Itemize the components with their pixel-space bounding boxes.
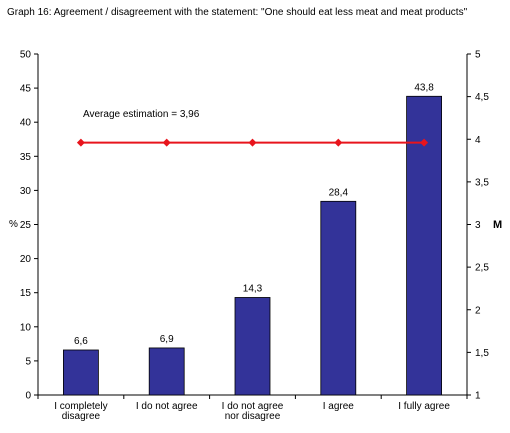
y-tick-label: 45 bbox=[20, 84, 32, 95]
x-tick-label: I completely bbox=[54, 401, 107, 412]
y2-tick-label: 4 bbox=[475, 135, 481, 146]
x-tick-label: I do not agree bbox=[136, 401, 198, 412]
y2-tick-label: 3,5 bbox=[475, 177, 489, 188]
y2-tick-label: 2 bbox=[475, 305, 481, 316]
y-tick-label: 5 bbox=[25, 356, 31, 367]
y-axis-label: % bbox=[9, 219, 18, 230]
bar bbox=[63, 349, 99, 396]
y2-axis-label: M bbox=[493, 219, 502, 231]
y2-tick-label: 2,5 bbox=[475, 263, 489, 274]
bar-data-label: 6,6 bbox=[74, 336, 88, 347]
y2-tick-label: 5 bbox=[475, 50, 481, 61]
y2-tick-label: 1,5 bbox=[475, 348, 489, 359]
x-tick-label: I do not agree bbox=[222, 401, 284, 412]
y-tick-label: 0 bbox=[25, 391, 31, 402]
y-tick-label: 40 bbox=[20, 118, 32, 129]
y-tick-label: 15 bbox=[20, 288, 32, 299]
y2-tick-label: 4,5 bbox=[475, 92, 489, 103]
x-tick-label: I agree bbox=[323, 401, 355, 412]
average-label: Average estimation = 3,96 bbox=[83, 109, 200, 120]
chart-title: Graph 16: Agreement / disagreement with … bbox=[7, 7, 468, 18]
x-tick-label: I fully agree bbox=[398, 401, 450, 412]
y-tick-label: 25 bbox=[20, 220, 32, 231]
bar-data-label: 28,4 bbox=[329, 187, 349, 198]
y-tick-label: 20 bbox=[20, 254, 32, 265]
y2-tick-label: 3 bbox=[475, 220, 481, 231]
bar bbox=[320, 200, 357, 396]
average-marker bbox=[248, 138, 257, 147]
y-tick-label: 35 bbox=[20, 152, 32, 163]
x-tick-label: nor disagree bbox=[225, 411, 281, 422]
y-tick-label: 50 bbox=[20, 50, 32, 61]
bar-data-label: 43,8 bbox=[414, 82, 434, 93]
y2-tick-label: 1 bbox=[475, 391, 481, 402]
bar-data-label: 6,9 bbox=[160, 334, 174, 345]
y-tick-label: 10 bbox=[20, 322, 32, 333]
average-marker bbox=[334, 138, 343, 147]
x-tick-label: disagree bbox=[62, 411, 101, 422]
y-tick-label: 30 bbox=[20, 186, 32, 197]
bar bbox=[148, 347, 185, 396]
bar-data-label: 14,3 bbox=[243, 283, 263, 294]
average-marker bbox=[420, 138, 429, 147]
average-marker bbox=[162, 138, 171, 147]
bar bbox=[234, 297, 271, 396]
average-marker bbox=[76, 138, 85, 147]
